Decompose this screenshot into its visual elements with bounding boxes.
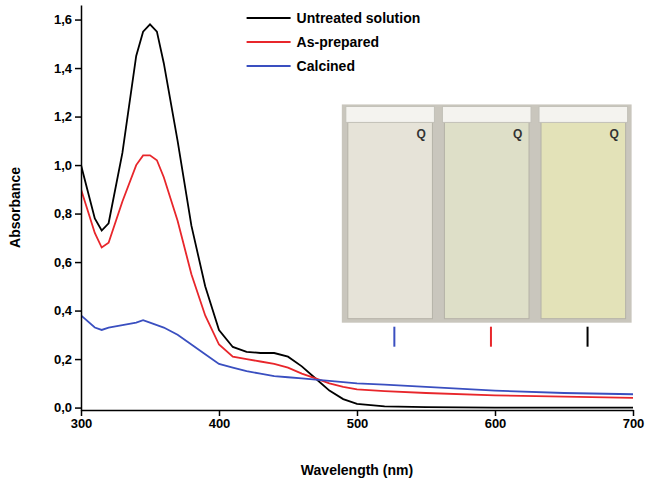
tick-label: 300 xyxy=(71,416,93,431)
tick: 0,2 xyxy=(54,352,81,367)
inset-background xyxy=(342,104,632,322)
legend-label: Calcined xyxy=(297,58,355,74)
cuvette-cap xyxy=(346,106,435,122)
x-axis-title: Wavelength (nm) xyxy=(301,462,413,478)
inset: QQQ xyxy=(342,104,632,346)
tick-label: 0,2 xyxy=(54,352,72,367)
annotation: Q xyxy=(513,127,522,141)
tick-mark xyxy=(633,410,635,416)
tick: 0,6 xyxy=(54,255,81,270)
legend: Untreated solution As-prepared Calcined xyxy=(247,10,421,74)
tick-mark xyxy=(495,410,497,416)
tick-label: 700 xyxy=(623,416,645,431)
tick: 0,0 xyxy=(54,400,81,415)
lines xyxy=(81,24,633,407)
tick-label: 400 xyxy=(209,416,231,431)
tick: 1,6 xyxy=(54,12,81,27)
legend-swatch xyxy=(247,17,291,19)
series-line xyxy=(81,315,633,394)
tick: 500 xyxy=(347,410,369,431)
cuvette xyxy=(348,108,433,318)
tick-label: 0,6 xyxy=(54,255,72,270)
cuvette-marker xyxy=(490,327,492,347)
series-line xyxy=(81,155,633,398)
tick-mark xyxy=(75,68,81,70)
plot: Q Q Q 300 400 500 600 700 0,0 0,2 0,4 0,6 0,8 1,0 1,2 1… xyxy=(54,6,644,432)
tick-label: 1,6 xyxy=(54,12,72,27)
tick-label: 1,0 xyxy=(54,158,72,173)
legend-swatch xyxy=(247,65,291,67)
tick-mark xyxy=(357,410,359,416)
tick: 300 xyxy=(71,410,93,431)
axis-line xyxy=(81,6,83,411)
tick-label: 500 xyxy=(347,416,369,431)
tick: 0,4 xyxy=(54,303,81,318)
x-axis: 300 400 500 600 700 xyxy=(71,410,645,431)
tick-mark xyxy=(75,359,81,361)
tick: 600 xyxy=(485,410,507,431)
tick: 1,0 xyxy=(54,158,81,173)
tick-mark xyxy=(219,410,221,416)
tick: 1,4 xyxy=(54,61,81,76)
tick-label: 1,4 xyxy=(54,61,73,76)
tick: 0,8 xyxy=(54,206,81,221)
tick-mark xyxy=(81,410,83,416)
tick-mark xyxy=(75,165,81,167)
cuvette xyxy=(541,108,626,318)
y-axis: 0,0 0,2 0,4 0,6 0,8 1,0 1,2 1,4 1,6 xyxy=(54,6,82,416)
chart: Q Q Q 300 400 500 600 700 0,0 0,2 0,4 0,6 0,8 1,0 1,2 1… xyxy=(0,0,655,487)
tick-mark xyxy=(75,407,81,409)
tick-label: 600 xyxy=(485,416,507,431)
tick-label: 0,0 xyxy=(54,400,72,415)
legend-label: Untreated solution xyxy=(297,10,421,26)
annotation: Q xyxy=(416,127,425,141)
tick-mark xyxy=(75,116,81,118)
y-axis-title: Absorbance xyxy=(7,167,23,248)
tick-label: 0,4 xyxy=(54,303,73,318)
tick-label: 1,2 xyxy=(54,109,72,124)
cuvette xyxy=(444,108,529,318)
tick-mark xyxy=(75,213,81,215)
series-line xyxy=(81,24,633,407)
cuvette-cap xyxy=(442,106,531,122)
cuvette-marker xyxy=(393,327,395,347)
cuvette-marker xyxy=(587,327,589,347)
tick-label: 0,8 xyxy=(54,206,72,221)
legend-label: As-prepared xyxy=(297,34,379,50)
legend-swatch xyxy=(247,41,291,43)
tick: 400 xyxy=(209,410,231,431)
annotation: Q xyxy=(610,127,619,141)
tick-mark xyxy=(75,19,81,21)
tick: 1,2 xyxy=(54,109,81,124)
tick-mark xyxy=(75,310,81,312)
tick-mark xyxy=(75,262,81,264)
cuvette-cap xyxy=(539,106,628,122)
tick: 700 xyxy=(623,410,645,431)
